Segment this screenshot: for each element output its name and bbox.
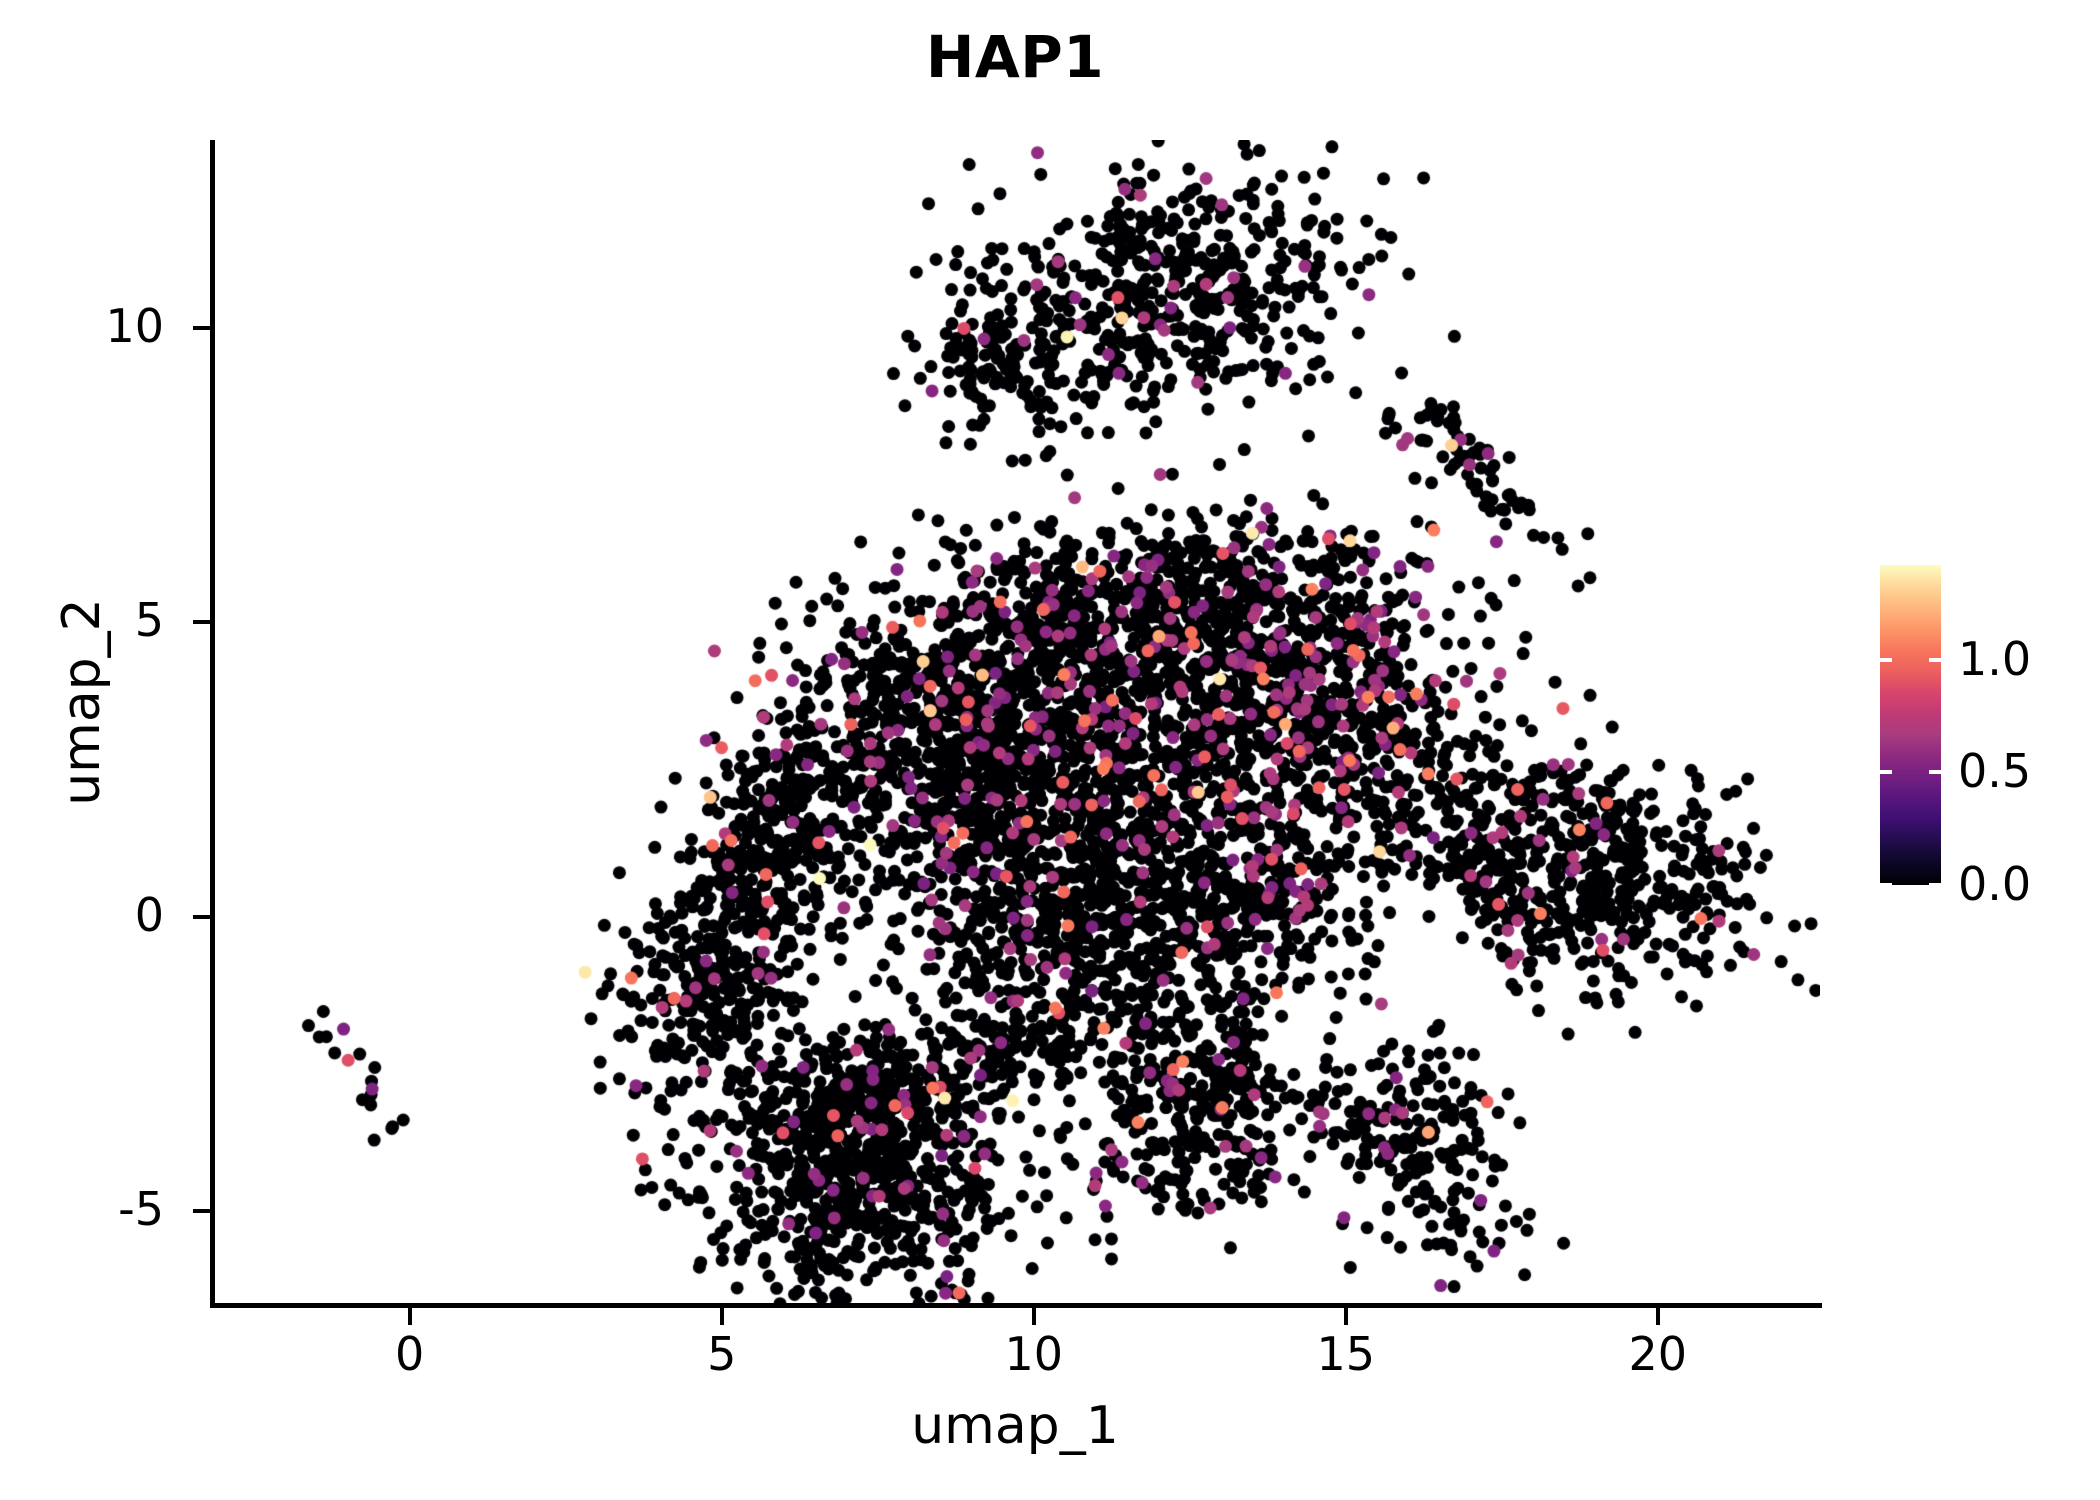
x-tick-label: 5 [707,1327,737,1381]
colorbar-tick-mark [1880,770,1892,775]
y-tick-label: 10 [105,299,164,354]
y-tick-mark [193,914,210,919]
y-axis-label: umap_2 [52,598,112,806]
colorbar-tick-label: 0.5 [1958,744,2032,799]
colorbar-tick-mark [1929,883,1941,887]
x-tick-mark [1031,1308,1036,1325]
x-axis-label: umap_1 [911,1396,1119,1456]
y-axis-spine [210,140,215,1308]
colorbar-tick-label: 1.0 [1958,631,2032,686]
colorbar-tick-mark [1880,657,1892,662]
x-tick-label: 0 [395,1327,425,1381]
colorbar-tick-label: 0.0 [1958,857,2032,911]
x-tick-label: 10 [1004,1327,1063,1381]
x-tick-label: 15 [1316,1327,1375,1381]
x-tick-label: 20 [1628,1327,1688,1381]
x-tick-mark [1655,1308,1660,1325]
colorbar-gradient [1880,565,1941,885]
y-tick-mark [193,1208,210,1213]
x-axis-spine [210,1303,1822,1308]
y-tick-mark [193,620,210,625]
page-title: HAP1 [925,23,1105,91]
y-tick-label: 0 [134,887,164,942]
y-tick-label: -5 [118,1181,164,1236]
x-tick-mark [719,1308,724,1325]
colorbar-tick-mark [1929,657,1941,662]
colorbar-tick-mark [1880,883,1892,887]
x-tick-mark [1343,1308,1348,1325]
scatter-plot-canvas [210,140,1820,1305]
y-tick-label: 5 [134,593,164,648]
colorbar-tick-mark [1929,770,1941,775]
x-tick-mark [407,1308,412,1325]
colorbar: 1.0 0.5 0.0 [1880,565,2080,907]
y-tick-mark [193,326,210,331]
